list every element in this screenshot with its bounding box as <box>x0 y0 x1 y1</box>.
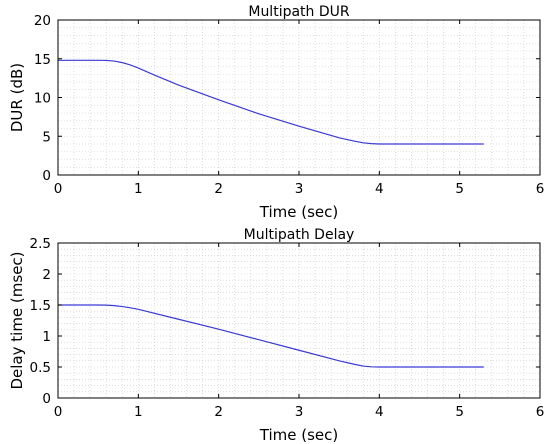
dur-x-tick-label: 4 <box>375 181 384 197</box>
dur-x-axis-label: Time (sec) <box>259 203 338 221</box>
delay-y-tick-label: 1 <box>42 329 51 345</box>
delay-y-tick-label: 0.5 <box>30 360 51 376</box>
delay-x-tick-label: 2 <box>214 404 223 420</box>
delay-y-tick-label: 2.5 <box>30 236 51 252</box>
delay-plot-area <box>58 243 540 398</box>
dur-y-tick-label: 15 <box>34 52 51 68</box>
dur-y-tick-label: 20 <box>34 13 51 29</box>
delay-y-tick-label: 0 <box>42 391 51 407</box>
dur-x-tick-label: 6 <box>536 181 545 197</box>
delay-x-tick-label: 4 <box>375 404 384 420</box>
delay-x-tick-label: 6 <box>536 404 545 420</box>
dur-y-tick-label: 5 <box>42 129 51 145</box>
dur-y-tick-label: 10 <box>34 91 51 107</box>
delay-chart-title: Multipath Delay <box>244 227 355 243</box>
dur-y-tick-label: 0 <box>42 168 51 184</box>
delay-y-tick-label: 1.5 <box>30 298 51 314</box>
delay-series-line <box>58 304 484 368</box>
dur-x-tick-label: 0 <box>54 181 63 197</box>
delay-chart: 0 1 2 3 4 5 6 0 0.5 1 1.5 2 2.5 Multipath Delay Time (… <box>8 227 544 444</box>
dur-x-tick-label: 1 <box>134 181 143 197</box>
delay-x-tick-label: 3 <box>295 404 304 420</box>
delay-x-axis-label: Time (sec) <box>259 426 338 444</box>
delay-x-tick-label: 1 <box>134 404 143 420</box>
delay-y-tick-label: 2 <box>42 267 51 283</box>
dur-x-tick-label: 2 <box>214 181 223 197</box>
dur-x-tick-label: 5 <box>455 181 464 197</box>
delay-x-tick-label: 5 <box>455 404 464 420</box>
dur-chart-title: Multipath DUR <box>248 4 350 20</box>
dur-series-line <box>58 59 484 145</box>
dur-x-tick-label: 3 <box>295 181 304 197</box>
dur-y-axis-label: DUR (dB) <box>8 63 26 132</box>
dur-chart: 0 1 2 3 4 5 6 0 5 10 15 20 Multipath DUR Time (sec) DU… <box>8 4 544 221</box>
delay-x-tick-label: 0 <box>54 404 63 420</box>
delay-y-axis-label: Delay time (msec) <box>8 251 26 389</box>
